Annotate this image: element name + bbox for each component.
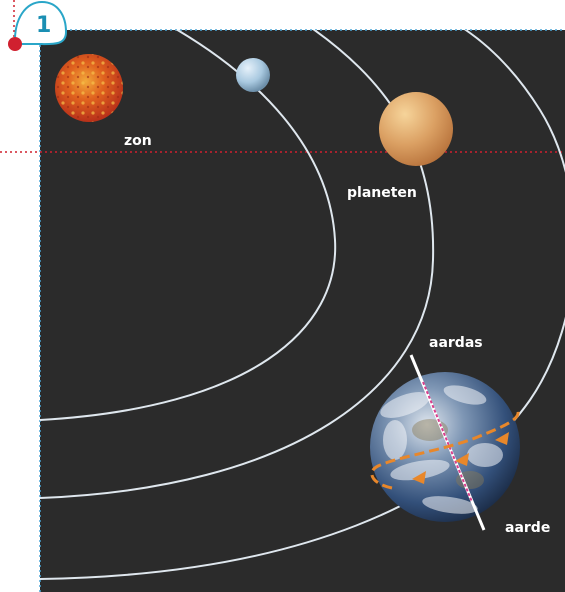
earth-label: aarde: [505, 520, 550, 536]
planets-label: planeten: [347, 185, 417, 201]
sun-label: zon: [124, 133, 152, 149]
orbit-2: [40, 30, 435, 499]
axis-label: aardas: [429, 335, 483, 351]
sun-icon: [55, 54, 123, 122]
planet-blue-icon: [236, 58, 270, 92]
orbit-3: [40, 30, 565, 580]
badge-number: 1: [36, 13, 51, 38]
rotation-arrowheads: [412, 432, 509, 484]
figure-number-badge: 1: [8, 0, 68, 51]
rotation-arrow-icon: [370, 408, 520, 490]
planet-orange-icon: [379, 92, 453, 166]
badge-dot: [8, 37, 22, 51]
earth-axis-inner: [422, 381, 473, 503]
